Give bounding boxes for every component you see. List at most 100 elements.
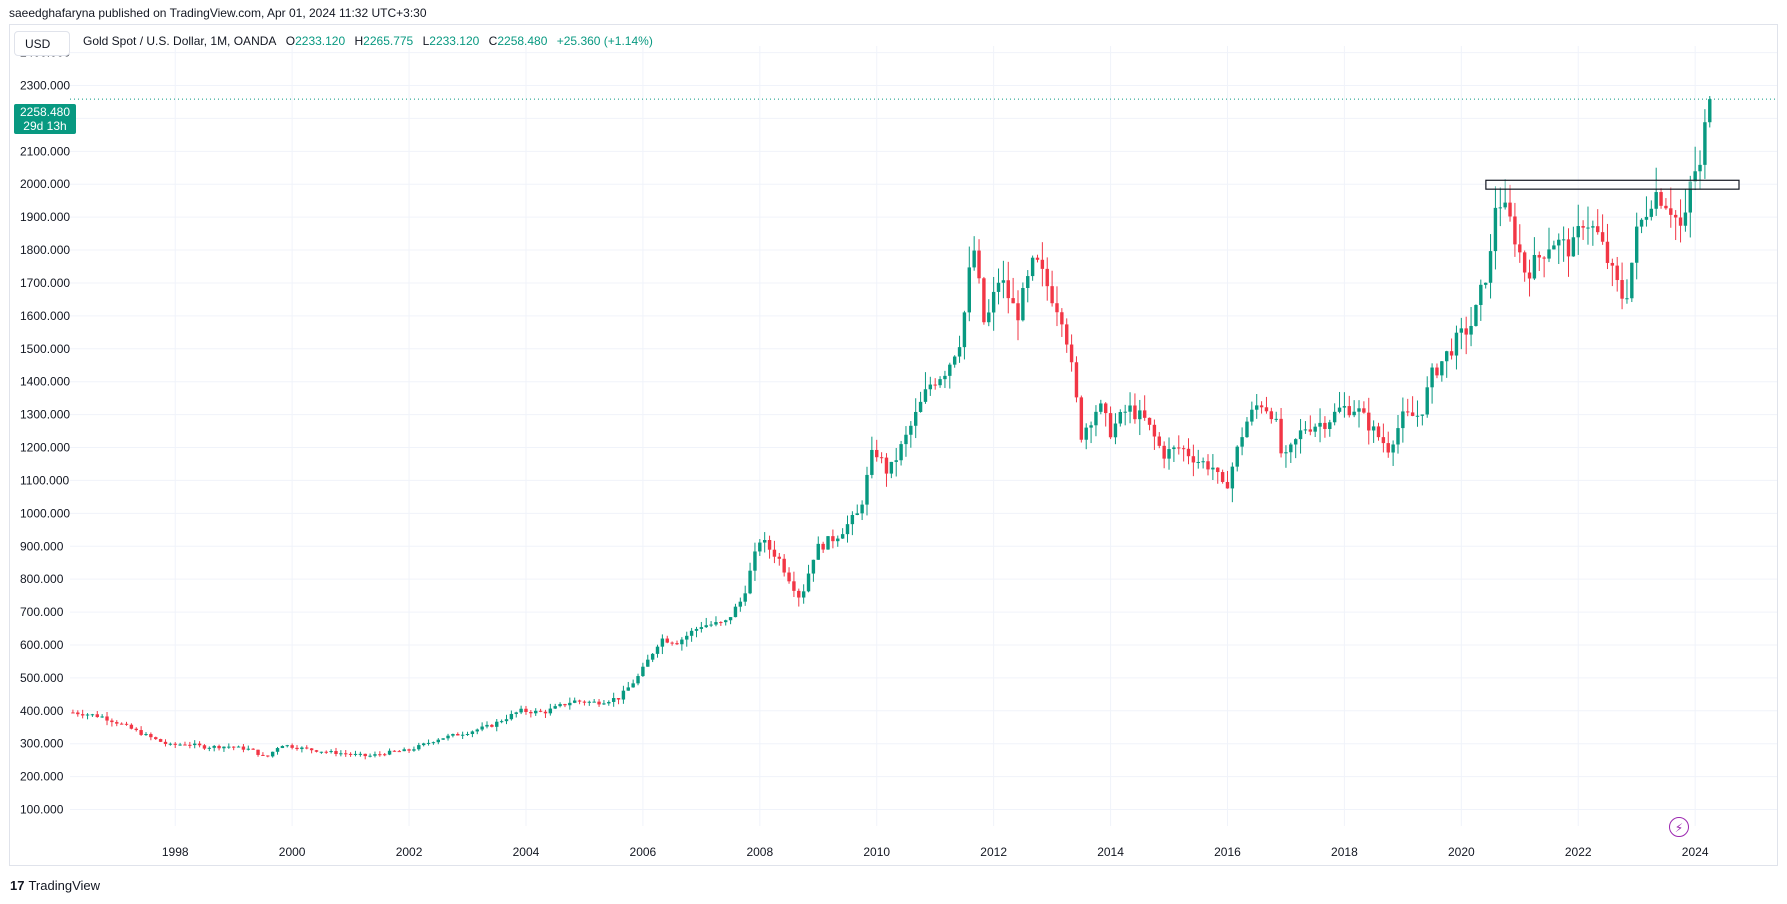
candle-body [309, 748, 314, 751]
candle-body [538, 710, 543, 712]
candle-body [1406, 411, 1410, 413]
candle-body [787, 572, 791, 582]
candle-body [957, 347, 962, 357]
x-tick-label: 2022 [1565, 845, 1592, 859]
candle-body [1245, 421, 1249, 438]
candle-body [480, 726, 484, 730]
time-axis: 1998 2000 2002 2004 2006 2008 2010 2012 2014 2016… [162, 845, 1709, 859]
candle-body [1128, 405, 1132, 412]
close-value: 2258.480 [497, 34, 548, 48]
candle-body [1240, 437, 1244, 447]
candle-body [485, 724, 489, 727]
candle-body [767, 540, 772, 550]
candle-body [1201, 461, 1205, 463]
x-tick-label: 2010 [863, 845, 890, 859]
resistance-zone [1485, 179, 1740, 190]
candle-body [938, 379, 942, 386]
candle-body [495, 721, 499, 727]
candle-body [1177, 447, 1181, 449]
candle-body [1415, 415, 1420, 417]
candle-body [1167, 449, 1171, 459]
candle-body [344, 753, 348, 755]
candle-body [1040, 259, 1045, 269]
candle-body [1211, 467, 1215, 470]
candle-body [1678, 217, 1683, 226]
candle-body [1235, 446, 1239, 467]
candle-body [334, 751, 338, 755]
candle-body [1089, 425, 1093, 428]
candle-body [1069, 344, 1074, 363]
candle-body [139, 730, 143, 735]
candle-body [1099, 403, 1103, 412]
candle-body [685, 635, 689, 640]
open-key: O [285, 34, 296, 48]
candle-body [875, 449, 879, 458]
candle-body [295, 747, 299, 750]
candle-body [1293, 439, 1298, 445]
candle-body [967, 267, 971, 313]
x-tick-label: 2008 [746, 845, 773, 859]
y-tick-label: 1500.000 [20, 342, 70, 356]
high-value: 2265.775 [363, 34, 414, 48]
y-tick-label: 600.000 [20, 638, 64, 652]
y-tick-label: 900.000 [20, 539, 64, 553]
candle-body [90, 714, 95, 716]
candle-body [1532, 254, 1537, 279]
candle-body [1113, 423, 1118, 438]
candle-body [1513, 216, 1517, 245]
candle-body [475, 729, 479, 732]
candle-body [782, 558, 786, 573]
candle-body [1313, 426, 1317, 432]
candle-body [1493, 207, 1498, 252]
candle-body [1469, 325, 1473, 335]
candle-body [879, 457, 884, 459]
x-tick-label: 2014 [1097, 845, 1124, 859]
candle-body [1669, 208, 1673, 215]
candle-body [314, 750, 319, 752]
candle-body [251, 748, 255, 750]
candle-body [577, 700, 582, 702]
tradingview-branding[interactable]: 17 TradingView [10, 878, 100, 893]
candle-body [95, 714, 99, 718]
candle-body [134, 728, 138, 731]
y-tick-label: 1000.000 [20, 506, 70, 520]
candle-body [1026, 276, 1030, 288]
candle-body [948, 364, 952, 376]
candle-body [1586, 227, 1590, 229]
candle-body [1225, 481, 1230, 489]
x-tick-label: 2012 [980, 845, 1007, 859]
candle-body [1269, 411, 1274, 420]
currency-button[interactable]: USD [14, 31, 70, 56]
y-tick-label: 2300.000 [20, 78, 70, 92]
candle-body [1157, 436, 1161, 446]
candle-body [1708, 99, 1712, 123]
symbol-name[interactable]: Gold Spot / U.S. Dollar, 1M, OANDA [83, 34, 277, 48]
close-key: C [488, 34, 498, 48]
lightning-icon[interactable]: ⚡ [1669, 817, 1689, 837]
candle-body [266, 755, 270, 757]
candle-body [1191, 456, 1196, 463]
candle-body [417, 745, 421, 750]
candle-body [1021, 287, 1025, 321]
candle-body [1425, 387, 1429, 415]
candle-body [904, 434, 908, 445]
candle-body [1274, 418, 1278, 420]
candle-body [524, 708, 528, 712]
candle-body [792, 581, 796, 591]
candle-body [694, 628, 699, 631]
candle-body [280, 745, 285, 749]
candle-body [1328, 422, 1332, 429]
candle-body [1376, 426, 1381, 438]
candle-body [1571, 237, 1576, 257]
y-tick-label: 1100.000 [20, 473, 69, 487]
candle-body [305, 747, 309, 749]
candle-body [1591, 226, 1595, 228]
candle-body [431, 742, 436, 744]
candle-body [149, 734, 153, 738]
candle-body [499, 721, 504, 723]
candles [71, 96, 1712, 760]
candle-body [1142, 410, 1147, 418]
candle-body [1503, 202, 1507, 208]
candle-body [1552, 245, 1556, 250]
